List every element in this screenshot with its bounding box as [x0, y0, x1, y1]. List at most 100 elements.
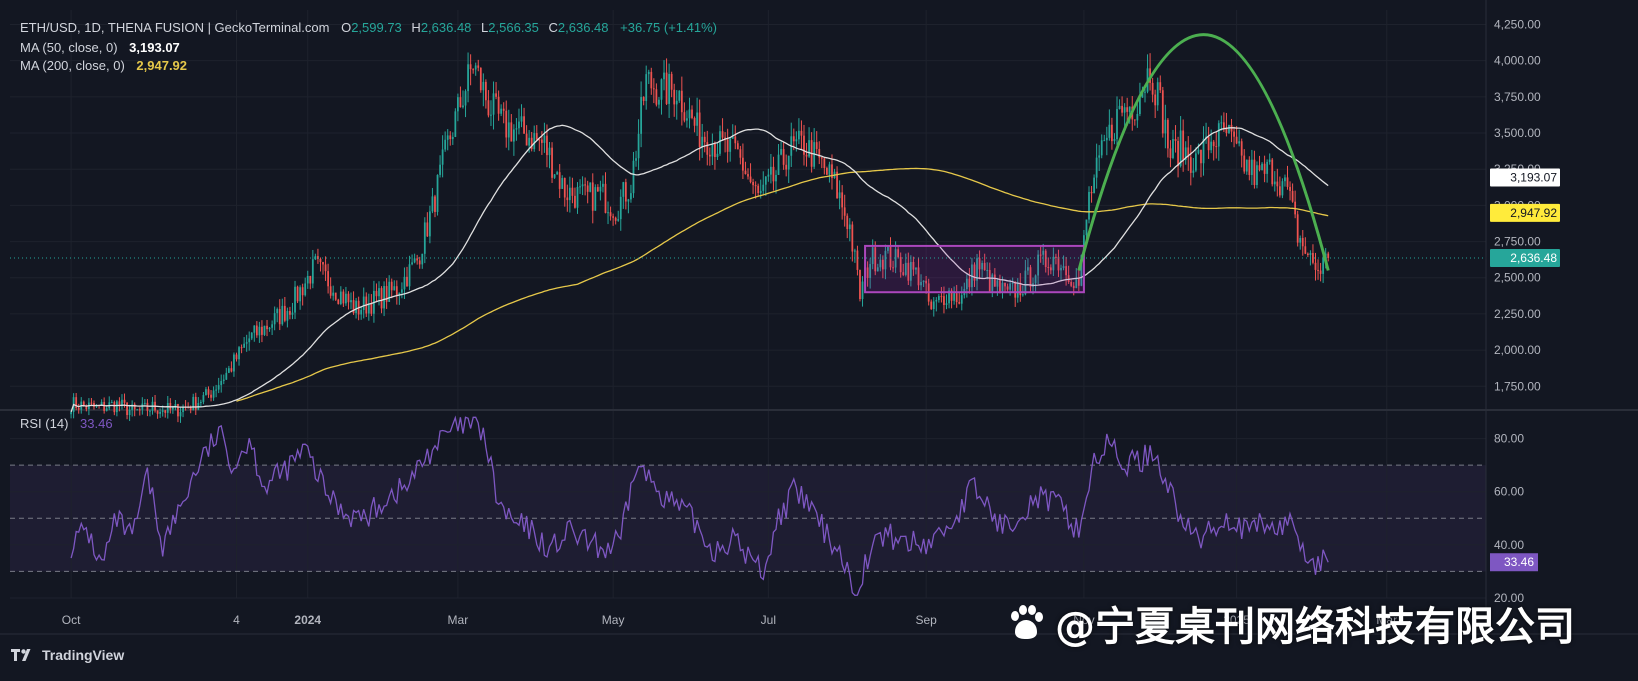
candle-body	[253, 325, 256, 333]
price-tick-label: 4,000.00	[1494, 54, 1541, 68]
candle-body	[645, 74, 648, 101]
candle-body	[273, 313, 276, 325]
candle-body	[426, 222, 429, 237]
candle-body	[777, 154, 780, 175]
candle-body	[1072, 285, 1075, 289]
candle-body	[744, 170, 747, 175]
candle-body	[602, 183, 604, 187]
candle-body	[546, 135, 548, 156]
candle-body	[484, 81, 487, 101]
candle-body	[851, 224, 854, 252]
candle-body	[469, 64, 472, 70]
candle-body	[902, 272, 905, 275]
candle-body	[367, 303, 370, 314]
candle-body	[301, 287, 304, 296]
candle-body	[940, 296, 943, 298]
candle-body	[1088, 191, 1090, 220]
candle-body	[1019, 282, 1022, 296]
candle-body	[652, 88, 655, 90]
candle-body	[848, 224, 851, 230]
candle-body	[395, 286, 398, 296]
candle-body	[431, 196, 434, 212]
candle-body	[619, 196, 622, 220]
candle-body	[189, 407, 192, 411]
candle-body	[179, 412, 182, 417]
candle-body	[558, 172, 561, 189]
candle-body	[912, 261, 915, 270]
candle-body	[378, 288, 380, 297]
candle-body	[286, 311, 289, 321]
candle-body	[696, 112, 698, 126]
candle-body	[479, 67, 482, 91]
candle-body	[731, 136, 734, 139]
candle-body	[393, 286, 396, 291]
candle-body	[281, 305, 284, 325]
candle-body	[360, 309, 363, 315]
candle-body	[1263, 163, 1266, 174]
candle-body	[1217, 123, 1220, 147]
close-label: C	[548, 20, 558, 35]
candle-body	[764, 176, 767, 185]
candle-body	[1021, 294, 1024, 296]
candle-body	[1197, 149, 1200, 154]
candle-body	[347, 293, 350, 303]
candle-body	[945, 303, 948, 305]
candle-body	[77, 407, 80, 410]
price-tick-label: 2,000.00	[1494, 343, 1541, 357]
candle-body	[1233, 131, 1235, 137]
candle-body	[113, 402, 116, 413]
candle-body	[1245, 159, 1248, 172]
candle-body	[319, 258, 322, 263]
candle-body	[85, 405, 88, 410]
candle-body	[385, 286, 388, 302]
candle-body	[1029, 267, 1032, 287]
candle-body	[1312, 252, 1314, 263]
candle-body	[548, 147, 551, 156]
candle-body	[614, 217, 617, 221]
candle-body	[271, 324, 274, 328]
candle-body	[859, 269, 861, 300]
candle-body	[1258, 165, 1261, 171]
time-tick-label: Mar	[448, 613, 469, 627]
candle-body	[706, 142, 709, 155]
candle-body	[759, 190, 762, 194]
candle-body	[622, 182, 625, 197]
ma50-label: MA (50, close, 0)	[20, 40, 118, 55]
candle-body	[105, 408, 108, 411]
candle-body	[734, 136, 737, 144]
candle-body	[1037, 254, 1040, 276]
tradingview-footer[interactable]: TradingView	[10, 644, 124, 666]
tradingview-logo-icon	[11, 649, 31, 661]
candle-body	[991, 274, 994, 292]
candle-body	[540, 139, 543, 143]
candle-body	[1128, 106, 1131, 112]
candle-body	[803, 135, 805, 155]
candle-body	[1024, 270, 1027, 295]
candle-body	[1042, 250, 1045, 255]
candle-body	[907, 262, 910, 281]
rsi-value-tag	[1490, 553, 1538, 572]
candle-body	[909, 261, 912, 281]
candle-body	[630, 193, 632, 200]
candle-body	[1139, 97, 1141, 114]
candle-body	[1006, 286, 1009, 290]
candle-body	[143, 402, 146, 404]
candle-body	[70, 411, 72, 415]
candle-body	[828, 164, 831, 175]
candle-body	[767, 174, 770, 177]
candle-body	[818, 148, 821, 158]
candle-body	[352, 300, 355, 314]
candle-body	[1062, 266, 1065, 268]
candle-body	[887, 246, 889, 251]
candle-body	[584, 184, 587, 186]
candle-body	[390, 281, 393, 291]
candle-body	[1151, 82, 1154, 95]
candle-body	[841, 192, 844, 208]
candle-body	[920, 282, 922, 286]
ma200-legend: MA (200, close, 0) 2,947.92	[20, 58, 189, 73]
candle-body	[563, 178, 566, 198]
candle-body	[1243, 155, 1246, 172]
candle-body	[248, 338, 251, 343]
candle-body	[960, 295, 963, 304]
